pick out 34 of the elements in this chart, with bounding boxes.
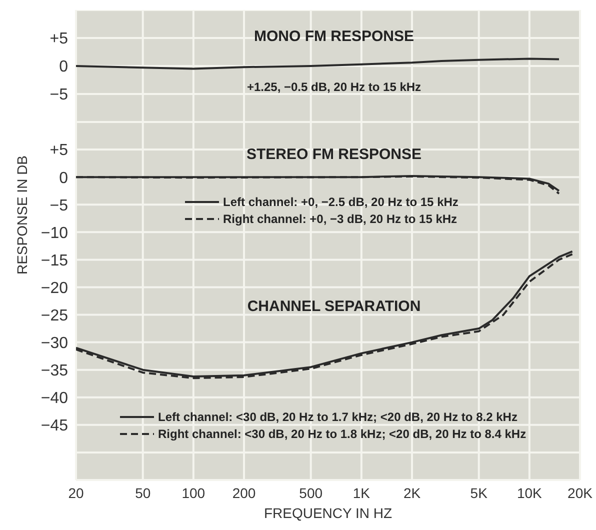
x-tick-label: 5K xyxy=(470,484,488,501)
y-tick-label: 0 xyxy=(59,170,68,187)
x-tick-label: 1K xyxy=(352,484,371,501)
text: MONO FM RESPONSE xyxy=(254,28,414,45)
x-tick-label: 20K xyxy=(568,484,594,501)
y-tick-label: +5 xyxy=(50,142,68,160)
y-axis-title: RESPONSE IN DB xyxy=(14,155,30,275)
annotation: CHANNEL SEPARATION xyxy=(247,298,421,315)
x-tick-label: 2K xyxy=(403,484,422,501)
x-tick-label: 50 xyxy=(135,484,151,501)
y-tick-label: −5 xyxy=(50,197,68,214)
y-tick-label: 0 xyxy=(59,58,68,76)
y-tick-label: −15 xyxy=(40,252,68,270)
x-tick-label: 10K xyxy=(516,484,543,501)
annotation: STEREO FM RESPONSE xyxy=(246,146,422,163)
legend-label: Left channel: <30 dB, 20 Hz to 1.7 kHz; <20 dB, 20 Hz to 8.2 kHz xyxy=(158,410,518,424)
x-axis-title: FREQUENCY IN HZ xyxy=(264,505,392,521)
y-tick-label: −5 xyxy=(50,86,68,104)
legend-label: Right channel: <30 dB, 20 Hz to 1.8 kHz; <20 dB, 20 Hz to 8.4 kHz xyxy=(158,427,526,441)
x-tick-label: 20 xyxy=(68,484,84,501)
y-tick-label: −45 xyxy=(40,418,68,435)
y-tick-label: +5 xyxy=(50,30,68,48)
annotation: +1.25, −0.5 dB, 20 Hz to 15 kHz xyxy=(246,80,422,94)
y-tick-label: −10 xyxy=(40,224,68,242)
x-tick-label: 100 xyxy=(182,484,206,501)
legend-label: Right channel: +0, −3 dB, 20 Hz to 15 kHz xyxy=(223,212,458,226)
x-tick-label: 500 xyxy=(299,484,323,501)
y-tick-label: −30 xyxy=(40,334,68,352)
y-tick-label: −25 xyxy=(40,307,68,324)
y-tick-label: −40 xyxy=(40,390,68,408)
x-tick-label: 200 xyxy=(232,484,256,501)
legend-label: Left channel: +0, −2.5 dB, 20 Hz to 15 kHz xyxy=(223,195,458,209)
y-tick-label: −35 xyxy=(40,362,68,380)
y-tick-label: −20 xyxy=(40,280,68,297)
